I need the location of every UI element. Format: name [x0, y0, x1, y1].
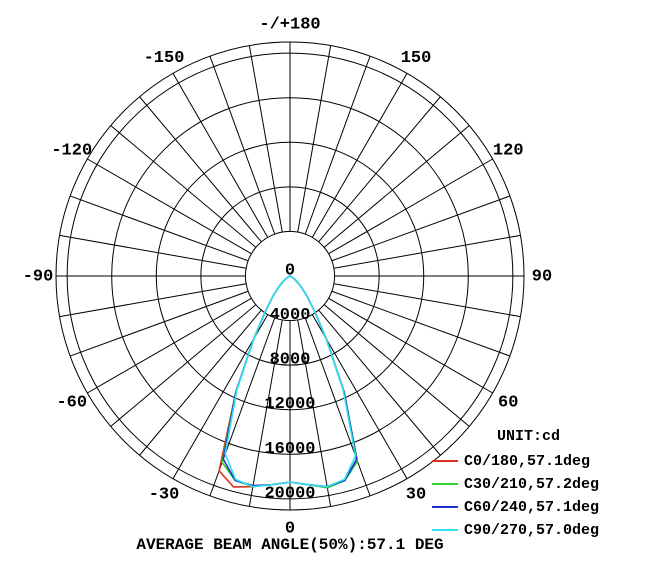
ring — [155, 141, 425, 411]
spoke — [304, 317, 371, 497]
spoke — [248, 319, 283, 507]
angle-tick-label: 60 — [498, 393, 518, 412]
legend-label: C90/270,57.0deg — [464, 522, 599, 539]
intensity-curve — [224, 275, 357, 488]
ring — [200, 186, 380, 366]
angle-tick-label: -/+180 — [259, 15, 320, 34]
legend-label: C0/180,57.1deg — [464, 453, 590, 470]
spoke — [110, 304, 257, 427]
radial-tick-label: 12000 — [264, 395, 315, 414]
ring — [111, 97, 469, 455]
spoke — [172, 73, 269, 238]
radial-tick-label: 16000 — [264, 440, 315, 459]
angle-tick-label: -150 — [144, 49, 185, 68]
spoke — [87, 158, 252, 255]
spoke — [59, 234, 247, 269]
outer-ring — [55, 41, 525, 511]
angle-tick-label: -90 — [23, 267, 54, 286]
angle-tick-label: 90 — [532, 267, 552, 286]
spoke — [333, 234, 521, 269]
spoke — [110, 125, 257, 248]
spoke — [323, 125, 470, 248]
ring — [66, 52, 514, 500]
spoke — [304, 55, 371, 235]
spoke — [69, 290, 249, 357]
spoke — [69, 195, 249, 262]
spoke — [328, 297, 493, 394]
footer: AVERAGE BEAM ANGLE(50%):57.1 DEG — [136, 536, 443, 554]
unit-label: UNIT:cd — [497, 428, 560, 445]
spoke — [318, 309, 441, 456]
angle-tick-label: -120 — [51, 141, 92, 160]
angle-tick-label: -30 — [149, 486, 180, 505]
radial-tick-label: 8000 — [270, 351, 311, 370]
spoke — [331, 195, 511, 262]
radial-tick-label: 20000 — [264, 484, 315, 503]
spoke — [248, 45, 283, 233]
spoke — [333, 283, 521, 318]
spoke — [59, 283, 247, 318]
angle-tick-label: 0 — [285, 519, 295, 538]
angle-tick-label: 120 — [493, 141, 524, 160]
spoke — [139, 309, 262, 456]
spoke — [209, 55, 276, 235]
angle-tick-label: -60 — [56, 393, 87, 412]
spoke — [139, 96, 262, 243]
spoke — [87, 297, 252, 394]
radial-tick-label: 4000 — [270, 306, 311, 325]
ring — [244, 230, 336, 322]
legend-label: C60/240,57.1deg — [464, 499, 599, 516]
legend-label: C30/210,57.2deg — [464, 476, 599, 493]
angle-tick-label: 30 — [406, 486, 426, 505]
spoke — [311, 73, 408, 238]
spoke — [297, 319, 332, 507]
angle-tick-label: 150 — [401, 49, 432, 68]
spoke — [323, 304, 470, 427]
spoke — [331, 290, 511, 357]
spoke — [297, 45, 332, 233]
spoke — [318, 96, 441, 243]
radial-tick-label: 0 — [285, 261, 295, 280]
spoke — [328, 158, 493, 255]
